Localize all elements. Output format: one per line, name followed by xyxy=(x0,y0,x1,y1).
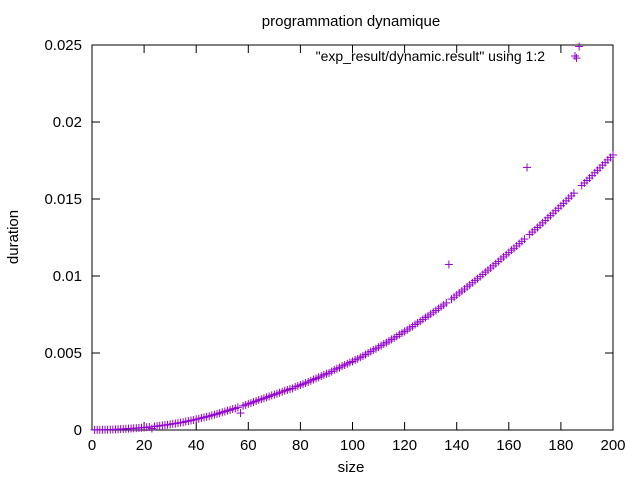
data-point xyxy=(233,403,242,412)
x-tick-label: 80 xyxy=(292,437,309,454)
data-point xyxy=(572,54,581,63)
x-tick-label: 60 xyxy=(240,437,257,454)
data-point xyxy=(569,189,578,198)
x-tick-label: 0 xyxy=(88,437,96,454)
x-tick-label: 160 xyxy=(496,437,521,454)
y-tick-label: 0.005 xyxy=(44,345,82,362)
x-tick-label: 20 xyxy=(136,437,153,454)
data-point xyxy=(520,235,529,244)
x-axis-label: size xyxy=(338,459,365,476)
x-tick-label: 120 xyxy=(392,437,417,454)
y-tick-label: 0.02 xyxy=(53,114,82,131)
plot-area-frame xyxy=(91,44,614,431)
y-tick-label: 0.01 xyxy=(53,268,82,285)
chart-title: programmation dynamique xyxy=(262,13,440,30)
y-tick-label: 0 xyxy=(74,422,82,439)
y-tick-label: 0.015 xyxy=(44,191,82,208)
legend-plus-marker xyxy=(571,52,579,60)
x-tick-label: 140 xyxy=(444,437,469,454)
y-axis-label: duration xyxy=(5,210,22,264)
data-point xyxy=(523,163,532,172)
data-points xyxy=(90,42,617,434)
x-tick-label: 200 xyxy=(600,437,625,454)
x-tick-label: 100 xyxy=(340,437,365,454)
legend-entry-label: "exp_result/dynamic.result" using 1:2 xyxy=(316,48,546,64)
legend-marker xyxy=(571,52,579,60)
y-tick-label: 0.025 xyxy=(44,37,82,54)
x-tick-label: 180 xyxy=(548,437,573,454)
y-axis: 0 0.005 0.01 0.015 0.02 0.025 xyxy=(44,37,613,439)
data-point xyxy=(236,409,245,418)
x-tick-label: 40 xyxy=(188,437,205,454)
data-point xyxy=(442,298,451,307)
x-axis: 0 20 40 60 80 100 120 140 160 180 200 xyxy=(88,45,626,454)
legend: "exp_result/dynamic.result" using 1:2 xyxy=(316,48,579,64)
data-point xyxy=(609,150,617,159)
data-point xyxy=(444,260,453,269)
data-point xyxy=(575,42,584,51)
